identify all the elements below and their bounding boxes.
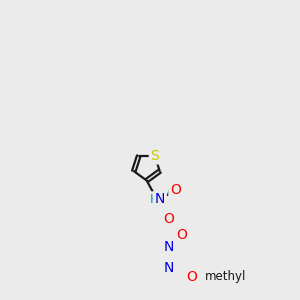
Text: N: N	[164, 240, 174, 254]
Text: S: S	[150, 149, 159, 163]
Text: O: O	[186, 270, 197, 283]
Text: O: O	[170, 183, 181, 196]
Text: methyl: methyl	[206, 276, 211, 277]
Text: O: O	[164, 212, 174, 226]
Text: N: N	[164, 260, 174, 274]
Text: N: N	[154, 192, 165, 206]
Text: H: H	[150, 193, 159, 206]
Text: O: O	[176, 228, 187, 242]
Text: methyl: methyl	[205, 270, 247, 283]
